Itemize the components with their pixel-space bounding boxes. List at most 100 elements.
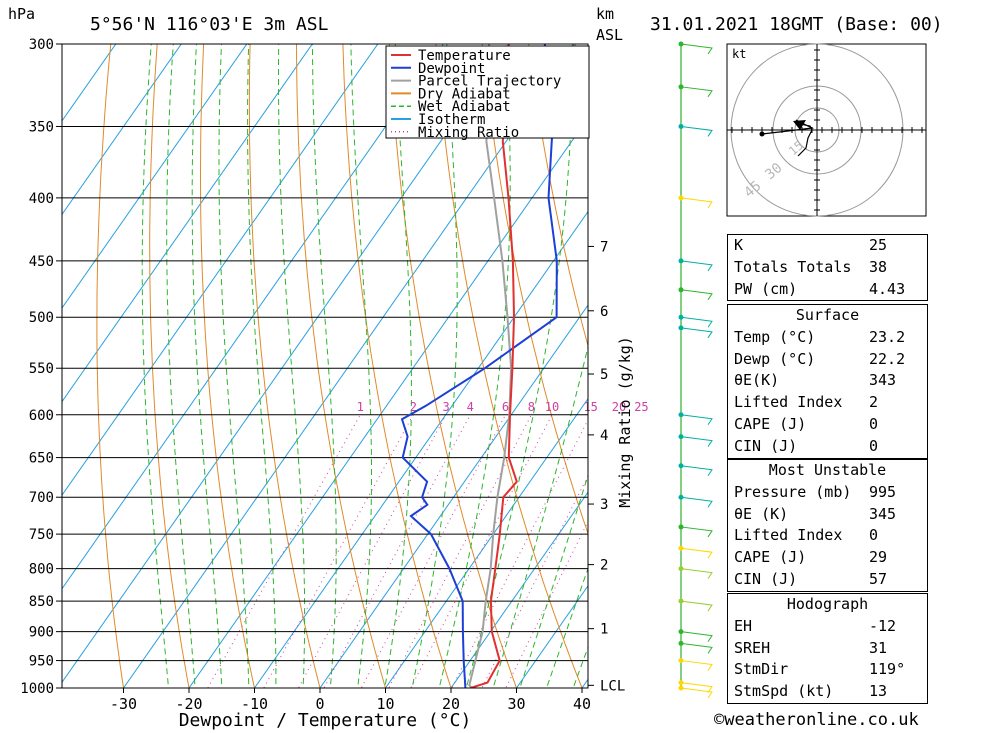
indices-panel-hodograph: Hodograph EH -12 SREH 31 StmDir 119° StmSpd… (727, 593, 928, 704)
isotherm-line (0, 0, 119, 714)
stmspd-value: 13 (869, 682, 888, 701)
isotherm-line (319, 304, 588, 688)
mixing-ratio-line (207, 414, 361, 688)
eh-label: EH (734, 616, 753, 635)
hodograph-unit: kt (732, 47, 746, 61)
indices-panel-surface: Surface Temp (°C) 23.2 Dewp (°C) 22.2 θE(K… (727, 304, 928, 459)
legend-label: Parcel Trajectory (418, 74, 561, 90)
stmdir-row: StmDir 119° (728, 659, 927, 681)
pressure-tick-label: 600 (29, 408, 54, 424)
mixing-ratio-line (410, 414, 553, 688)
mixing-ratio-line (297, 414, 447, 688)
wind-barb (680, 642, 713, 654)
wind-profile (678, 41, 713, 699)
mu-pressure-value: 995 (869, 482, 897, 501)
mixing-ratio-line (451, 418, 588, 688)
mixing-ratio-label: 15 (583, 400, 597, 414)
mu-li-row: Lifted Index 0 (728, 525, 927, 547)
wet-adiabat-line (218, 44, 250, 688)
mu-li-label: Lifted Index (734, 526, 843, 545)
legend-label: Wet Adiabat (418, 99, 511, 115)
dry-adiabat-line (200, 44, 256, 688)
mu-theta-label: θE (K) (734, 504, 789, 523)
sreh-value: 31 (869, 638, 888, 657)
height-tick-label: 2 (600, 558, 608, 574)
pressure-tick-label: 800 (29, 562, 54, 578)
isotherm-line (188, 117, 588, 688)
totals-value: 38 (869, 257, 888, 276)
hodograph-end-dot (759, 131, 765, 137)
mu-li-value: 0 (869, 526, 879, 545)
isotherm-line (62, 44, 248, 309)
credit-footer[interactable]: ©weatheronline.co.uk (714, 710, 919, 730)
surface-dewp-value: 22.2 (869, 349, 906, 368)
mixing-ratio-line (263, 414, 414, 688)
mixing-ratio-line (388, 414, 532, 688)
wet-adiabat-line (278, 44, 306, 688)
surface-dewp-row: Dewp (°C) 22.2 (728, 349, 927, 371)
wind-barb (680, 197, 713, 209)
surface-temp-row: Temp (°C) 23.2 (728, 327, 927, 349)
datetime-title: 31.01.2021 18GMT (Base: 00) (650, 14, 943, 35)
height-unit-top: km (596, 5, 614, 23)
wind-barb (680, 327, 713, 339)
wind-barb (680, 600, 713, 612)
isotherm-line (450, 491, 588, 688)
surface-theta-row: θE(K) 343 (728, 370, 927, 392)
height-tick-label: 6 (600, 304, 608, 320)
pressure-tick-label: 400 (29, 191, 54, 207)
mu-cape-row: CAPE (J) 29 (728, 547, 927, 569)
surface-dewp-label: Dewp (°C) (734, 349, 816, 368)
surface-cin-row: CIN (J) 0 (728, 436, 927, 458)
eh-value: -12 (869, 616, 897, 635)
wet-adiabat-line (311, 44, 337, 688)
wet-adiabat-line (166, 44, 196, 688)
wind-barb (680, 631, 713, 642)
sreh-row: SREH 31 (728, 638, 927, 660)
wet-adiabat-line (350, 44, 372, 688)
temperature-tick-label: 10 (376, 695, 394, 713)
temperature-tick-label: 0 (315, 695, 324, 713)
x-axis-label: Dewpoint / Temperature (°C) (179, 710, 472, 731)
legend-label: Isotherm (418, 112, 485, 128)
wind-barb (680, 682, 713, 693)
mu-theta-row: θE (K) 345 (728, 504, 927, 526)
stmspd-row: StmSpd (kt) 13 (728, 681, 927, 703)
pressure-tick-label: 850 (29, 594, 54, 610)
pressure-tick-label: 500 (29, 310, 54, 326)
wind-barb (680, 316, 713, 328)
wind-barb (680, 43, 713, 55)
mixing-ratio-label: 1 (357, 400, 364, 414)
pressure-tick-label: 750 (29, 527, 54, 543)
mu-cin-value: 57 (869, 569, 888, 588)
k-index-row: K 25 (728, 235, 927, 257)
temperature-tick-label: -10 (241, 695, 268, 713)
surface-theta-label: θE(K) (734, 371, 780, 390)
temperature-tick-label: 30 (507, 695, 525, 713)
pressure-tick-label: 700 (29, 490, 54, 506)
eh-row: EH -12 (728, 616, 927, 638)
stmdir-label: StmDir (734, 660, 789, 679)
surface-title: Surface (795, 306, 860, 324)
wind-barb (680, 687, 713, 699)
mu-cape-label: CAPE (J) (734, 548, 807, 567)
k-index-value: 25 (869, 236, 888, 254)
wet-adiabat-line (492, 344, 588, 688)
isotherm-line (253, 210, 588, 688)
dry-adiabat-line (248, 44, 321, 688)
dry-adiabat-line (959, 0, 1000, 714)
mixing-ratio-label: 6 (502, 400, 509, 414)
wind-barb (680, 125, 713, 137)
sreh-label: SREH (734, 638, 771, 657)
pw-row: PW (cm) 4.43 (728, 279, 927, 301)
legend-label: Mixing Ratio (418, 125, 519, 141)
mu-cin-row: CIN (J) 57 (728, 569, 927, 591)
surface-li-row: Lifted Index 2 (728, 392, 927, 414)
isotherm-line (62, 44, 182, 216)
pressure-tick-label: 450 (29, 254, 54, 270)
mixing-ratio-label: 25 (634, 400, 648, 414)
height-tick-label: 7 (600, 239, 608, 255)
surface-cin-value: 0 (869, 436, 879, 455)
